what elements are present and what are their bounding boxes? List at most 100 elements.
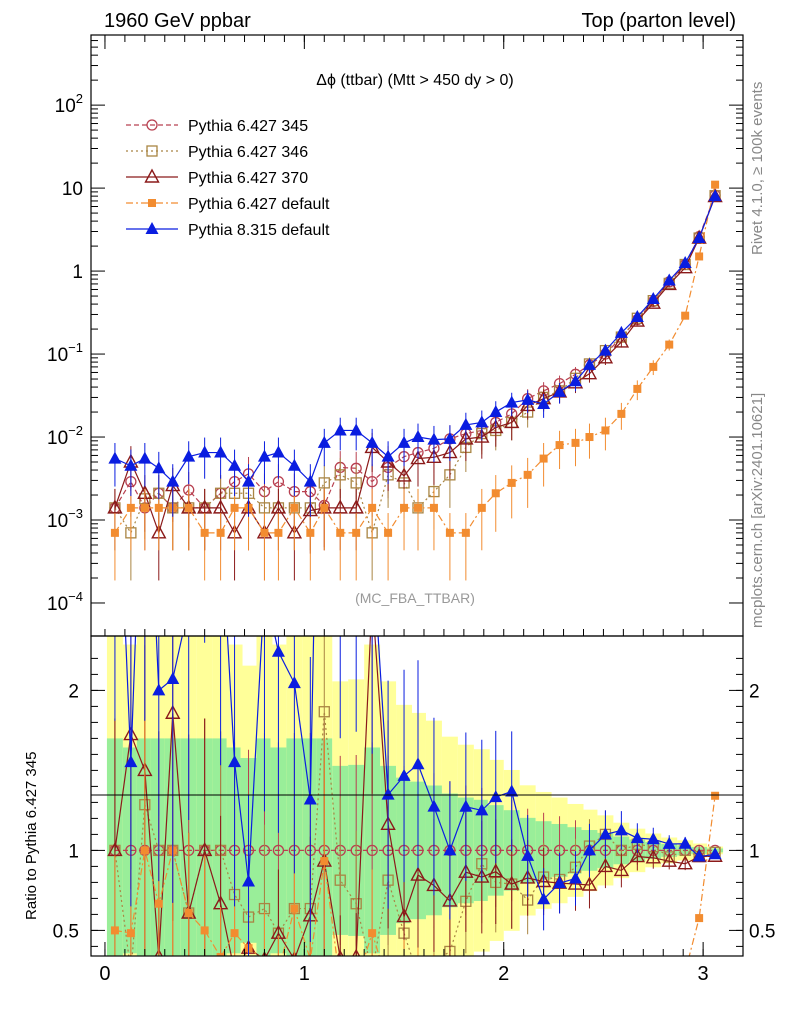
ratio-point <box>613 861 630 877</box>
watermark: (MC_FBA_TTBAR) <box>355 590 475 606</box>
ratio-point <box>198 261 211 273</box>
ratio-point <box>646 832 660 845</box>
ratio-point <box>318 706 330 718</box>
ratio-point <box>649 980 657 988</box>
ratio-plot-series <box>107 97 723 1003</box>
ratio-point <box>216 953 225 956</box>
data-point <box>646 292 660 305</box>
legend-marker <box>146 119 158 131</box>
x-tick-label: 1 <box>299 963 310 985</box>
ratio-point <box>154 899 163 908</box>
x-tick-label: 0 <box>99 963 110 985</box>
data-point <box>212 499 229 514</box>
ratio-point <box>601 987 609 995</box>
data-point <box>303 474 317 487</box>
data-point <box>521 392 535 405</box>
data-point <box>461 528 470 537</box>
header-right: Top (parton level) <box>581 10 736 32</box>
ratio-point <box>446 995 454 1003</box>
data-point <box>505 395 519 408</box>
mcplots-label: mcplots.cern.ch [arXiv:2401.10621] <box>749 393 766 628</box>
plot-title: Δϕ (ttbar) (Mtt > 450 dy > 0) <box>316 72 514 89</box>
data-point <box>124 458 138 471</box>
data-point <box>598 343 612 356</box>
ratio-point <box>140 846 149 855</box>
series-0-main <box>109 189 721 551</box>
ratio-point <box>630 831 644 844</box>
legend-marker <box>145 222 159 234</box>
data-point <box>633 384 642 393</box>
data-point <box>708 189 722 202</box>
x-tick-label: 2 <box>498 963 509 985</box>
data-point <box>318 477 330 489</box>
ratio-point <box>489 790 503 803</box>
data-point <box>613 333 630 348</box>
ratio-point <box>381 787 395 800</box>
data-point <box>426 448 442 463</box>
data-point <box>539 454 548 463</box>
ratio-y-tick-label: 0.5 <box>53 921 79 942</box>
data-point <box>597 349 614 364</box>
y-tick-label: 10−3 <box>47 506 83 532</box>
data-point <box>445 528 454 537</box>
data-point <box>350 477 362 489</box>
ratio-point <box>475 803 489 816</box>
ratio-point <box>287 676 301 689</box>
data-point <box>152 461 166 474</box>
data-point <box>198 445 212 458</box>
data-point <box>381 449 395 462</box>
ratio-point <box>537 892 551 905</box>
ratio-y-axis-label: Ratio to Pythia 6.427 345 <box>23 752 40 920</box>
data-point <box>507 478 516 487</box>
ratio-point <box>459 799 473 812</box>
y-tick-label: 10−2 <box>47 423 83 449</box>
ratio-point <box>272 844 285 857</box>
ratio-point <box>152 683 166 696</box>
series-line <box>114 196 716 535</box>
ratio-point <box>492 984 500 992</box>
data-point <box>336 528 345 537</box>
data-point <box>271 445 285 458</box>
ratio-line <box>114 636 716 956</box>
data-point <box>489 405 503 418</box>
data-point <box>397 435 411 448</box>
legend: Pythia 6.427 345 Pythia 6.427 346 Pythia 6… <box>126 118 330 239</box>
legend-marker <box>148 199 156 207</box>
ratio-point <box>271 644 285 657</box>
data-point <box>617 409 626 418</box>
data-point <box>475 415 489 428</box>
ratio-point <box>582 843 596 856</box>
data-point <box>270 499 287 514</box>
data-point <box>459 417 473 430</box>
ratio-point <box>400 968 408 976</box>
ratio-point <box>138 375 151 387</box>
data-point <box>477 503 486 512</box>
ratio-point <box>488 863 504 878</box>
ratio-point <box>411 757 425 770</box>
data-point <box>320 503 329 512</box>
data-point <box>166 474 180 487</box>
ratio-point <box>318 97 331 109</box>
data-point <box>400 503 409 512</box>
data-point <box>427 432 441 445</box>
data-point <box>571 438 580 447</box>
data-point <box>630 309 644 322</box>
ratio-point <box>258 582 271 594</box>
data-point <box>504 413 520 429</box>
series-line <box>114 184 716 535</box>
data-point <box>413 503 422 512</box>
ratio-point <box>597 857 614 873</box>
data-point <box>228 458 242 471</box>
data-point <box>582 357 596 370</box>
data-point <box>216 528 225 537</box>
ratio-point <box>367 967 377 977</box>
data-point <box>200 528 209 537</box>
ratio-plot-frame <box>90 635 744 957</box>
ratio-y-tick-label-right: 0.5 <box>749 921 775 942</box>
ratio-point <box>414 972 422 980</box>
data-point <box>184 503 193 512</box>
ratio-point <box>260 955 269 956</box>
data-point <box>274 528 283 537</box>
series-1-main <box>109 190 721 581</box>
ratio-point <box>614 823 628 836</box>
